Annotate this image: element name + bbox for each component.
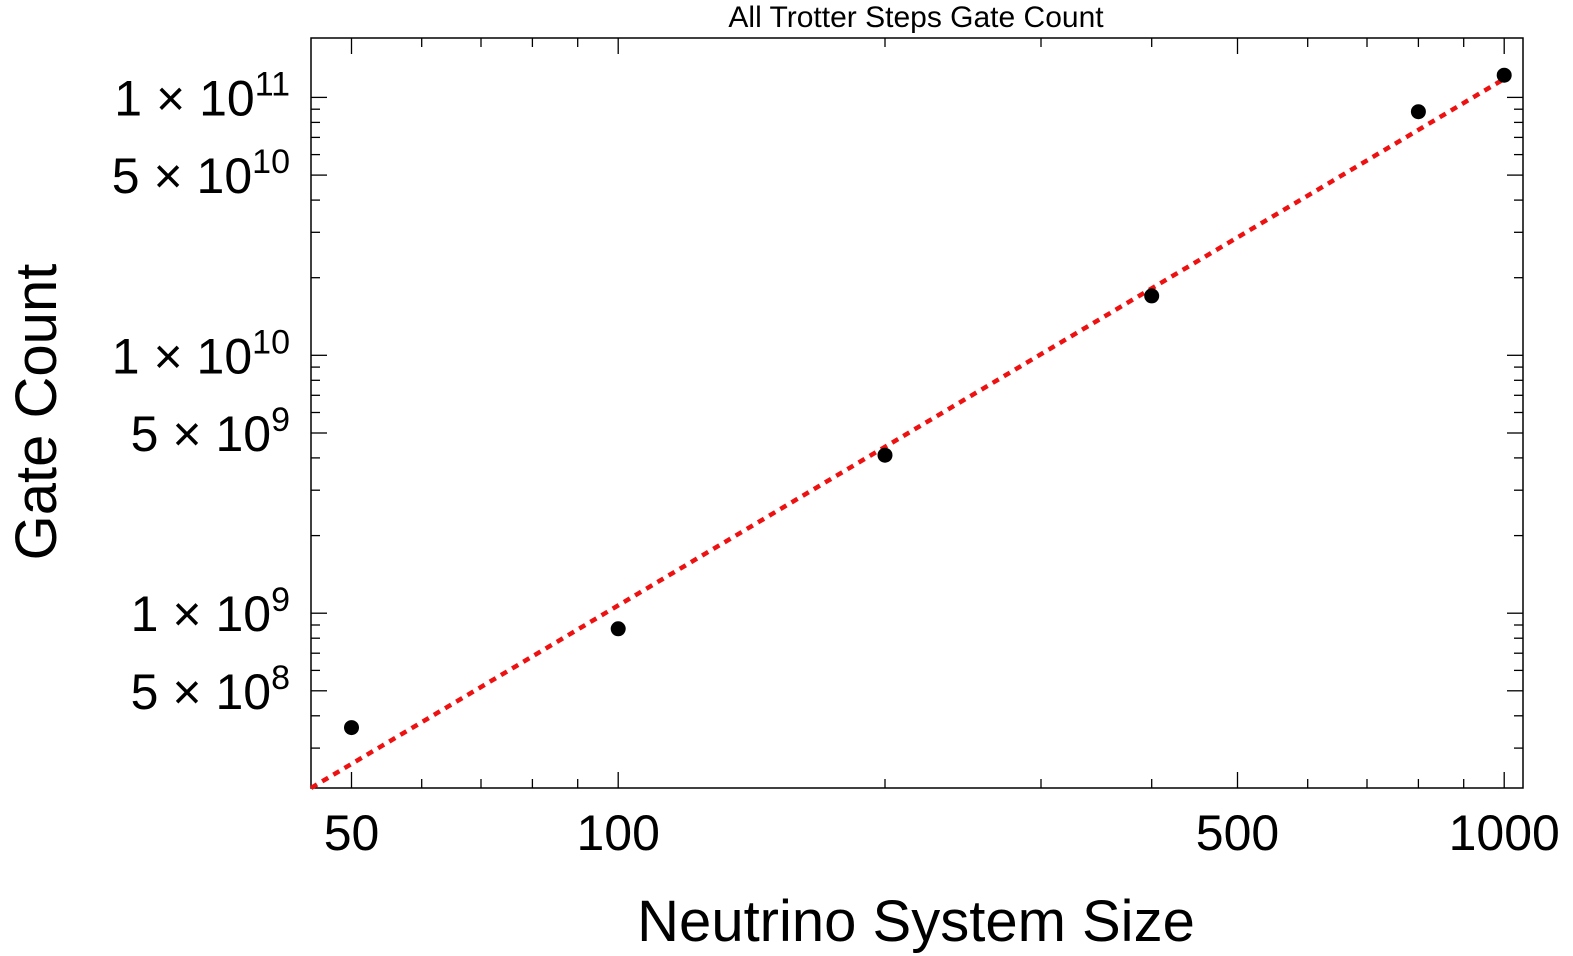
x-tick-label: 500 xyxy=(1196,805,1279,861)
y-tick-exponent: 10 xyxy=(252,143,290,181)
y-tick-mantissa: 1 × 10 xyxy=(131,586,271,642)
series-layer xyxy=(309,67,1512,790)
chart-title: All Trotter Steps Gate Count xyxy=(728,1,1104,34)
y-tick-label: 1 × 1010 xyxy=(112,323,290,384)
axis-ticks xyxy=(311,38,1523,788)
data-point xyxy=(344,720,359,736)
data-point xyxy=(1496,67,1512,83)
x-tick-label: 50 xyxy=(324,805,380,861)
y-tick-label: 5 × 1010 xyxy=(112,143,290,204)
data-point xyxy=(610,621,626,637)
y-tick-label: 1 × 1011 xyxy=(114,65,290,126)
data-point xyxy=(1410,104,1426,120)
x-tick-labels: 50 100 500 1000 xyxy=(324,805,1560,861)
y-tick-exponent: 8 xyxy=(271,659,290,697)
x-axis-label: Neutrino System Size xyxy=(637,889,1195,954)
y-tick-label: 5 × 108 xyxy=(131,659,290,720)
y-tick-exponent: 11 xyxy=(255,65,290,103)
y-tick-mantissa: 5 × 10 xyxy=(112,148,252,204)
y-tick-mantissa: 5 × 10 xyxy=(131,664,271,720)
y-tick-mantissa: 1 × 10 xyxy=(114,70,254,126)
plot-frame xyxy=(310,37,1524,789)
y-tick-label: 5 × 109 xyxy=(131,401,290,462)
y-tick-exponent: 9 xyxy=(271,401,290,439)
y-axis-label: Gate Count xyxy=(4,264,69,561)
data-point xyxy=(877,447,893,463)
y-tick-exponent: 10 xyxy=(252,323,290,361)
y-tick-mantissa: 1 × 10 xyxy=(112,328,252,384)
y-tick-mantissa: 5 × 10 xyxy=(131,406,271,462)
fit-line xyxy=(309,76,1506,790)
y-tick-label: 1 × 109 xyxy=(131,581,290,642)
data-point xyxy=(1144,288,1160,304)
x-tick-label: 100 xyxy=(576,805,659,861)
y-tick-exponent: 9 xyxy=(271,581,290,619)
x-tick-label: 1000 xyxy=(1449,805,1560,861)
